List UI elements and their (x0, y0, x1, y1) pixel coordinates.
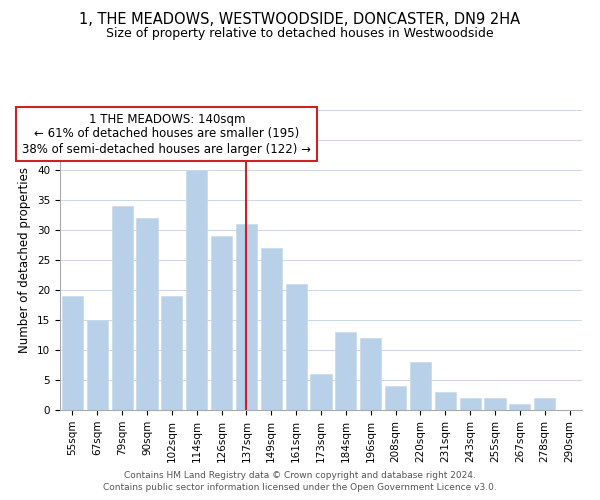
Bar (410, 362, 431, 410)
Bar (435, 392, 456, 410)
Bar (87, 320, 108, 410)
Bar (62, 296, 83, 410)
Text: 1, THE MEADOWS, WESTWOODSIDE, DONCASTER, DN9 2HA: 1, THE MEADOWS, WESTWOODSIDE, DONCASTER,… (79, 12, 521, 28)
Bar (484, 398, 506, 410)
Y-axis label: Number of detached properties: Number of detached properties (19, 167, 31, 353)
Bar (534, 398, 555, 410)
Bar (261, 248, 282, 410)
Bar (211, 236, 232, 410)
Bar (460, 398, 481, 410)
Text: Size of property relative to detached houses in Westwoodside: Size of property relative to detached ho… (106, 28, 494, 40)
Text: Contains HM Land Registry data © Crown copyright and database right 2024.
Contai: Contains HM Land Registry data © Crown c… (103, 471, 497, 492)
Text: 1 THE MEADOWS: 140sqm
← 61% of detached houses are smaller (195)
38% of semi-det: 1 THE MEADOWS: 140sqm ← 61% of detached … (22, 112, 311, 156)
Bar (385, 386, 406, 410)
Bar (236, 224, 257, 410)
Bar (286, 284, 307, 410)
Bar (310, 374, 332, 410)
Bar (161, 296, 182, 410)
Bar (136, 218, 158, 410)
Bar (335, 332, 356, 410)
Bar (186, 170, 207, 410)
Bar (112, 206, 133, 410)
Bar (360, 338, 381, 410)
Bar (509, 404, 530, 410)
